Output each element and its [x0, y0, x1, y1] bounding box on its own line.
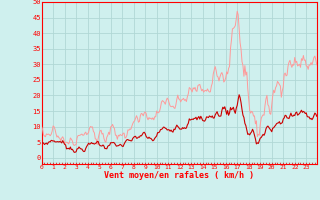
- X-axis label: Vent moyen/en rafales ( km/h ): Vent moyen/en rafales ( km/h ): [104, 171, 254, 180]
